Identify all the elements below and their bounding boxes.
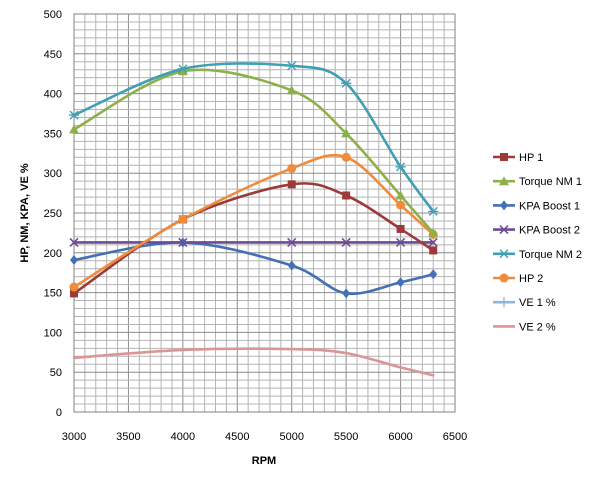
x-tick-label: 6000 bbox=[388, 431, 412, 443]
y-tick-label: 200 bbox=[44, 248, 62, 260]
legend-label-ve-2: VE 2 % bbox=[519, 321, 556, 333]
y-tick-label: 50 bbox=[50, 367, 62, 379]
data-point-hp-1 bbox=[342, 191, 351, 200]
data-point-hp-1 bbox=[396, 224, 405, 233]
x-tick-label: 3000 bbox=[62, 431, 86, 443]
data-point-torque-nm-1 bbox=[286, 85, 297, 95]
legend-label-ve-1: VE 1 % bbox=[519, 297, 556, 309]
data-point-hp-1 bbox=[70, 289, 78, 298]
data-point-torque-nm-2 bbox=[177, 64, 188, 74]
data-point-kpa-boost-2 bbox=[69, 237, 79, 248]
data-point-hp-2 bbox=[69, 282, 79, 292]
series-line-ve-2 bbox=[72, 347, 435, 377]
data-point-kpa-boost-2 bbox=[341, 237, 351, 248]
y-tick-label: 250 bbox=[44, 208, 62, 220]
y-tick-label: 300 bbox=[44, 168, 62, 180]
data-point-kpa-boost-2 bbox=[178, 237, 188, 248]
data-point-torque-nm-1 bbox=[177, 66, 188, 76]
legend-label-torque-nm-1: Torque NM 1 bbox=[519, 176, 582, 188]
legend: HP 1 Torque NM 1 KPA Boost 1 KPA Boost 2 Tor… bbox=[493, 152, 582, 333]
data-point-kpa-boost-1 bbox=[70, 254, 78, 265]
data-point-torque-nm-2 bbox=[428, 206, 439, 216]
legend-marker-ve-1 bbox=[499, 297, 509, 308]
x-axis-title: RPM bbox=[252, 455, 276, 467]
legend-label-kpa-boost-1: KPA Boost 1 bbox=[519, 200, 580, 212]
data-point-hp-2 bbox=[178, 214, 188, 224]
data-point-torque-nm-1 bbox=[428, 227, 439, 237]
legend-marker-torque-nm-1 bbox=[499, 176, 509, 186]
x-tick-label: 4000 bbox=[171, 431, 195, 443]
y-tick-label: 450 bbox=[44, 49, 62, 61]
legend-marker-hp-1 bbox=[500, 153, 508, 161]
x-tick-label: 5500 bbox=[334, 431, 358, 443]
y-tick-label: 0 bbox=[56, 407, 62, 419]
data-point-hp-2 bbox=[287, 163, 297, 173]
y-tick-label: 500 bbox=[44, 9, 62, 21]
legend-marker-hp-2 bbox=[499, 273, 509, 283]
y-tick-label: 400 bbox=[44, 89, 62, 101]
data-point-torque-nm-1 bbox=[395, 190, 406, 200]
data-point-hp-1 bbox=[287, 180, 296, 189]
data-point-kpa-boost-2 bbox=[428, 237, 438, 248]
x-tick-label: 3500 bbox=[116, 431, 140, 443]
legend-label-hp-2: HP 2 bbox=[519, 273, 543, 285]
y-tick-label: 100 bbox=[44, 327, 62, 339]
data-point-kpa-boost-1 bbox=[287, 260, 296, 271]
plot-area-border bbox=[73, 13, 456, 413]
x-tick-label: 4500 bbox=[225, 431, 249, 443]
data-point-kpa-boost-1 bbox=[396, 277, 405, 288]
x-tick-label: 6500 bbox=[443, 431, 467, 443]
y-tick-label: 350 bbox=[44, 128, 62, 140]
legend-label-kpa-boost-2: KPA Boost 2 bbox=[519, 225, 580, 237]
data-point-hp-2 bbox=[396, 200, 406, 210]
data-point-kpa-boost-2 bbox=[396, 237, 406, 248]
x-tick-label: 5000 bbox=[279, 431, 303, 443]
data-point-torque-nm-1 bbox=[341, 128, 352, 138]
data-point-torque-nm-1 bbox=[69, 124, 79, 134]
legend-marker-kpa-boost-1 bbox=[500, 200, 508, 211]
data-point-kpa-boost-2 bbox=[287, 237, 297, 248]
data-point-torque-nm-2 bbox=[69, 110, 79, 120]
data-point-torque-nm-2 bbox=[286, 61, 297, 71]
y-tick-label: 150 bbox=[44, 288, 62, 300]
data-point-hp-1 bbox=[429, 246, 438, 255]
legend-label-hp-1: HP 1 bbox=[519, 152, 543, 164]
data-point-torque-nm-2 bbox=[341, 78, 352, 88]
y-axis-title: HP, NM, KPA, VE % bbox=[19, 163, 31, 262]
data-point-kpa-boost-1 bbox=[429, 269, 438, 280]
data-point-kpa-boost-1 bbox=[342, 288, 351, 299]
legend-marker-kpa-boost-2 bbox=[499, 225, 509, 235]
data-point-torque-nm-2 bbox=[395, 162, 406, 172]
legend-label-torque-nm-2: Torque NM 2 bbox=[519, 249, 582, 261]
legend-marker-torque-nm-2 bbox=[499, 249, 509, 259]
data-point-hp-2 bbox=[341, 152, 351, 162]
